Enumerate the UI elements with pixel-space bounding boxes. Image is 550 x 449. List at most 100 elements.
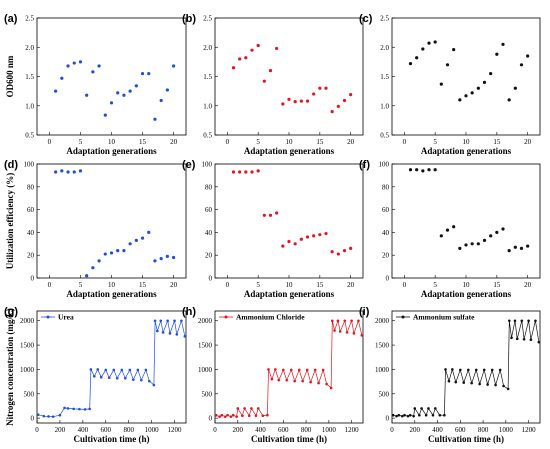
data-point [470, 91, 474, 95]
data-point [72, 170, 76, 174]
data-point [116, 91, 120, 95]
plot-frame [36, 310, 187, 424]
y-tick-label: 100 [379, 161, 390, 169]
plot-frame [391, 310, 541, 424]
data-point [104, 368, 108, 372]
panel-letter: (h) [182, 306, 196, 318]
x-tick-label: 15 [493, 138, 501, 146]
panel-letter: (d) [4, 159, 18, 171]
data-point [51, 415, 55, 418]
data-point [513, 319, 517, 323]
panel-letter: (a) [4, 13, 18, 25]
data-point [238, 170, 242, 174]
y-tick-label: 20 [382, 252, 390, 260]
x-axis-title: Cultivation time (h) [74, 434, 150, 444]
data-point [451, 368, 454, 371]
y-tick-label: 2.5 [203, 15, 212, 23]
data-point [408, 413, 412, 417]
data-point [262, 213, 266, 217]
data-point [120, 368, 124, 372]
data-point [333, 329, 336, 332]
x-tick-label: 200 [233, 426, 244, 434]
data-point [431, 413, 435, 417]
y-tick-label: 1.5 [380, 73, 389, 81]
y-tick-label: 1000 [198, 366, 213, 374]
data-point [152, 383, 156, 387]
data-point [445, 63, 450, 67]
x-axis-title: Adaptation generations [421, 146, 512, 156]
x-tick-label: 20 [170, 138, 178, 146]
x-axis-title: Adaptation generations [244, 289, 335, 299]
data-point [250, 407, 253, 410]
y-tick-label: 2.5 [380, 15, 389, 23]
y-tick-label: 1000 [20, 366, 35, 374]
x-tick-label: 0 [226, 281, 230, 289]
x-tick-label: 600 [278, 426, 289, 434]
x-tick-label: 20 [524, 138, 532, 146]
data-point [318, 233, 322, 237]
y-tick-label: 80 [27, 183, 35, 191]
data-point [482, 368, 486, 372]
legend-marker [401, 315, 405, 319]
data-point [168, 332, 172, 335]
x-tick-label: 5 [433, 138, 437, 146]
x-tick-label: 1200 [522, 426, 537, 434]
data-point [445, 228, 450, 232]
x-tick-label: 0 [403, 138, 407, 146]
data-point [229, 415, 233, 418]
data-point [60, 76, 64, 80]
data-point [66, 64, 70, 68]
data-point [433, 168, 437, 172]
y-axis-title: Utilization efficiency (%) [5, 173, 15, 269]
series-line [215, 319, 363, 418]
data-point [96, 368, 100, 371]
data-point [261, 414, 265, 417]
y-tick-label: 1500 [20, 342, 35, 350]
data-point [66, 407, 70, 410]
x-tick-label: 15 [493, 281, 501, 289]
panel-f: (f) 0 5 10 15 20 0 20 40 60 80 100 Adaptation genera… [359, 159, 541, 299]
data-point [520, 319, 524, 323]
data-point [54, 89, 58, 93]
x-tick-label: 10 [108, 281, 116, 289]
data-point [513, 86, 517, 90]
data-point [458, 246, 462, 250]
data-point [214, 413, 218, 417]
plot-frame [214, 163, 364, 279]
data-point [91, 266, 95, 270]
x-tick-label: 800 [123, 426, 134, 434]
x-tick-label: 1000 [145, 426, 160, 434]
data-point [433, 40, 437, 44]
data-point [153, 259, 157, 263]
data-point [400, 414, 404, 418]
data-point [220, 413, 224, 417]
x-tick-label: 20 [347, 281, 355, 289]
x-tick-label: 10 [463, 138, 471, 146]
data-point [329, 386, 333, 390]
x-tick-label: 0 [48, 281, 52, 289]
data-point [408, 62, 413, 66]
data-point [241, 414, 244, 417]
data-point [297, 368, 301, 372]
data-point [236, 407, 240, 410]
data-point [534, 319, 537, 323]
data-point [336, 252, 340, 256]
data-point [293, 100, 297, 104]
data-point [88, 407, 92, 411]
data-point [343, 319, 347, 323]
data-point [336, 319, 340, 323]
x-tick-label: 200 [410, 426, 421, 434]
data-point [349, 93, 353, 97]
data-point [515, 337, 519, 341]
data-point [476, 242, 480, 246]
data-point [244, 56, 248, 60]
panel-d: (d) 0 5 10 15 20 0 20 40 60 80 100 Adaptation genera… [4, 159, 187, 299]
data-point [482, 238, 487, 242]
data-point [391, 413, 395, 417]
data-point [122, 249, 126, 253]
data-point [91, 70, 95, 74]
data-point [438, 413, 442, 417]
legend-marker [224, 315, 228, 319]
panel-i: (i) 0 200 400 600 800 1000 1200 0 500 1000 1500 2000… [359, 306, 541, 444]
data-point [97, 259, 101, 263]
